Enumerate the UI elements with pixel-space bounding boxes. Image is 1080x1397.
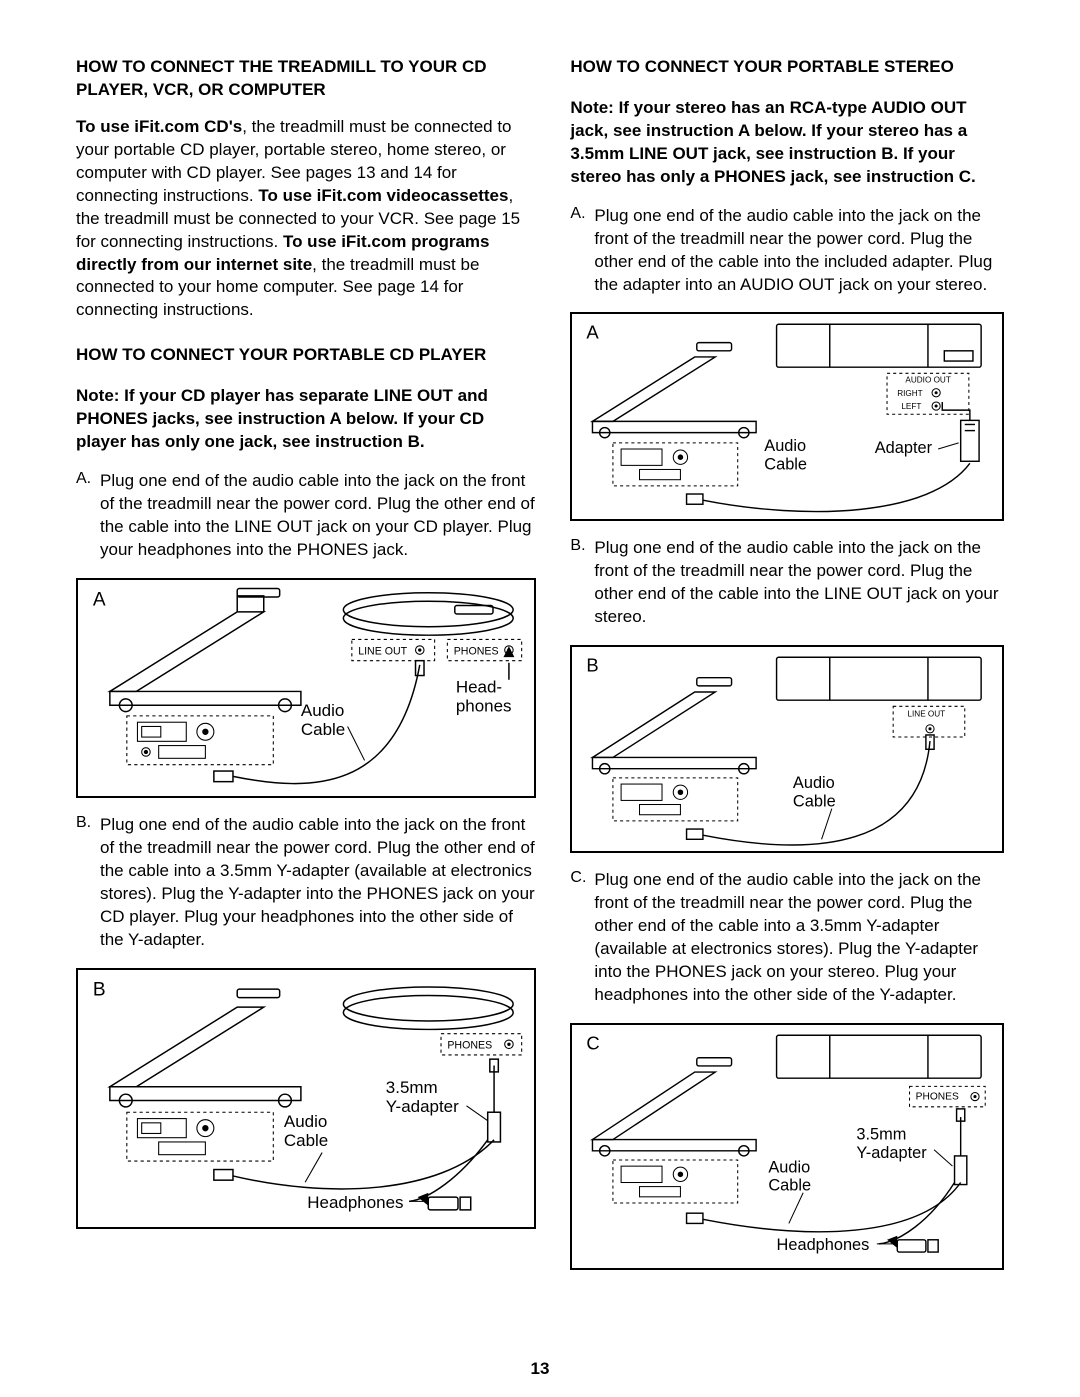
right-step-c: C. Plug one end of the audio cable into … (570, 869, 1004, 1007)
svg-text:Adapter: Adapter (875, 440, 933, 458)
figure-right-a: A AUDIO OUT RIGHT LEFT (570, 312, 1004, 521)
svg-text:Headphones: Headphones (777, 1236, 870, 1254)
svg-text:AudioCable: AudioCable (769, 1158, 812, 1194)
figure-left-b: B (76, 968, 536, 1229)
svg-text:AudioCable: AudioCable (284, 1112, 328, 1150)
note-portable-stereo: Note: If your stereo has an RCA-type AUD… (570, 97, 1004, 189)
svg-text:A: A (587, 322, 600, 343)
svg-text:AudioCable: AudioCable (765, 437, 808, 473)
svg-text:3.5mmY-adapter: 3.5mmY-adapter (857, 1125, 928, 1161)
figure-right-b-svg: B LINE OUT (572, 647, 1002, 852)
step-marker: A. (570, 205, 594, 297)
step-text: Plug one end of the audio cable into the… (100, 814, 536, 952)
step-text: Plug one end of the audio cable into the… (100, 470, 536, 562)
svg-text:LEFT: LEFT (902, 403, 922, 412)
svg-text:LINE OUT: LINE OUT (908, 709, 946, 718)
step-marker: B. (76, 814, 100, 952)
svg-text:AudioCable: AudioCable (793, 774, 836, 810)
figure-left-a: A (76, 578, 536, 799)
right-column: HOW TO CONNECT YOUR PORTABLE STEREO Note… (570, 56, 1004, 1270)
two-columns: HOW TO CONNECT THE TREADMILL TO YOUR CD … (76, 56, 1004, 1270)
svg-text:Head-phones: Head-phones (456, 677, 512, 715)
step-text: Plug one end of the audio cable into the… (594, 205, 1004, 297)
svg-text:3.5mmY-adapter: 3.5mmY-adapter (386, 1078, 459, 1116)
svg-text:LINE OUT: LINE OUT (358, 645, 407, 657)
right-step-a: A. Plug one end of the audio cable into … (570, 205, 1004, 297)
svg-text:B: B (587, 654, 599, 675)
figure-right-a-svg: A AUDIO OUT RIGHT LEFT (572, 314, 1002, 519)
page: HOW TO CONNECT THE TREADMILL TO YOUR CD … (0, 0, 1080, 1397)
note-portable-cd: Note: If your CD player has separate LIN… (76, 385, 536, 454)
heading-portable-cd: HOW TO CONNECT YOUR PORTABLE CD PLAYER (76, 344, 536, 367)
svg-text:PHONES: PHONES (916, 1092, 959, 1103)
left-step-b: B. Plug one end of the audio cable into … (76, 814, 536, 952)
left-column: HOW TO CONNECT THE TREADMILL TO YOUR CD … (76, 56, 536, 1270)
svg-text:AUDIO OUT: AUDIO OUT (906, 376, 951, 385)
step-marker: C. (570, 869, 594, 1007)
svg-text:B: B (93, 979, 106, 1000)
figure-right-c: C PHONES (570, 1023, 1004, 1270)
svg-text:PHONES: PHONES (447, 1039, 492, 1051)
step-marker: A. (76, 470, 100, 562)
figure-right-c-svg: C PHONES (572, 1025, 1002, 1268)
svg-text:AudioCable: AudioCable (301, 701, 345, 739)
svg-text:PHONES: PHONES (454, 645, 499, 657)
right-step-b: B. Plug one end of the audio cable into … (570, 537, 1004, 629)
figure-right-b: B LINE OUT (570, 645, 1004, 854)
page-number: 13 (0, 1359, 1080, 1379)
step-text: Plug one end of the audio cable into the… (594, 869, 1004, 1007)
figure-left-a-svg: A (78, 580, 534, 797)
intro-paragraph: To use iFit.com CD's, the treadmill must… (76, 116, 536, 322)
left-step-a: A. Plug one end of the audio cable into … (76, 470, 536, 562)
figure-left-b-svg: B (78, 970, 534, 1227)
svg-text:RIGHT: RIGHT (898, 389, 923, 398)
step-marker: B. (570, 537, 594, 629)
svg-text:Headphones: Headphones (307, 1193, 403, 1212)
svg-text:C: C (587, 1032, 600, 1053)
heading-connect-treadmill: HOW TO CONNECT THE TREADMILL TO YOUR CD … (76, 56, 536, 102)
svg-text:A: A (93, 589, 106, 610)
step-text: Plug one end of the audio cable into the… (594, 537, 1004, 629)
heading-portable-stereo: HOW TO CONNECT YOUR PORTABLE STEREO (570, 56, 1004, 79)
